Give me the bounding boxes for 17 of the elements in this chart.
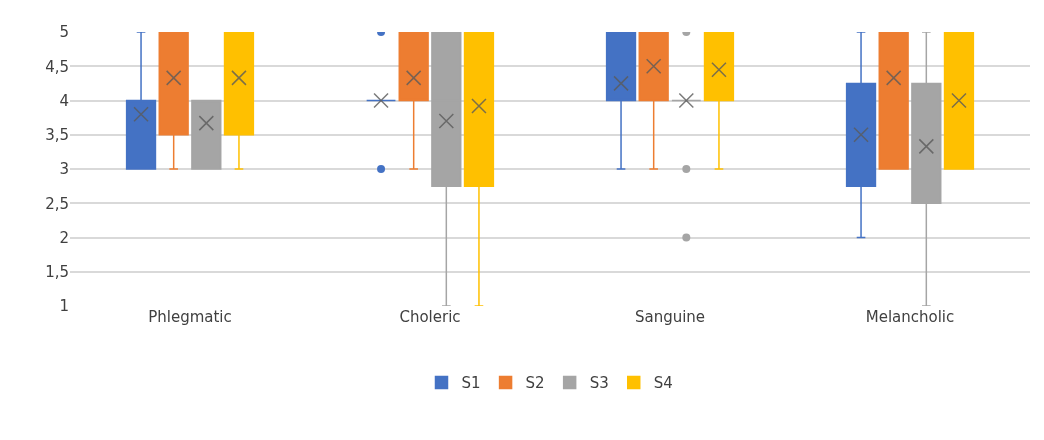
legend-label: S1 bbox=[461, 374, 481, 393]
legend-label: S2 bbox=[525, 374, 545, 393]
legend-label: S3 bbox=[589, 374, 609, 393]
y-tick-label: 4,5 bbox=[45, 57, 69, 76]
x-tick-label: Phlegmatic bbox=[148, 308, 232, 326]
x-tick-label: Sanguine bbox=[634, 308, 706, 326]
y-tick-label: 4 bbox=[59, 91, 69, 110]
y-tick-label: 2 bbox=[59, 228, 69, 247]
x-tick-label: Choleric bbox=[399, 308, 461, 326]
y-tick-label: 5 bbox=[59, 23, 69, 42]
legend-label: S4 bbox=[653, 374, 673, 393]
y-tick-label: 1 bbox=[59, 297, 69, 316]
y-tick-label: 3,5 bbox=[45, 126, 69, 144]
y-tick-label: 1,5 bbox=[45, 263, 69, 281]
x-tick-label: Melancholic bbox=[865, 308, 955, 326]
y-tick-label: 2,5 bbox=[45, 194, 69, 213]
y-tick-label: 3 bbox=[59, 160, 69, 179]
